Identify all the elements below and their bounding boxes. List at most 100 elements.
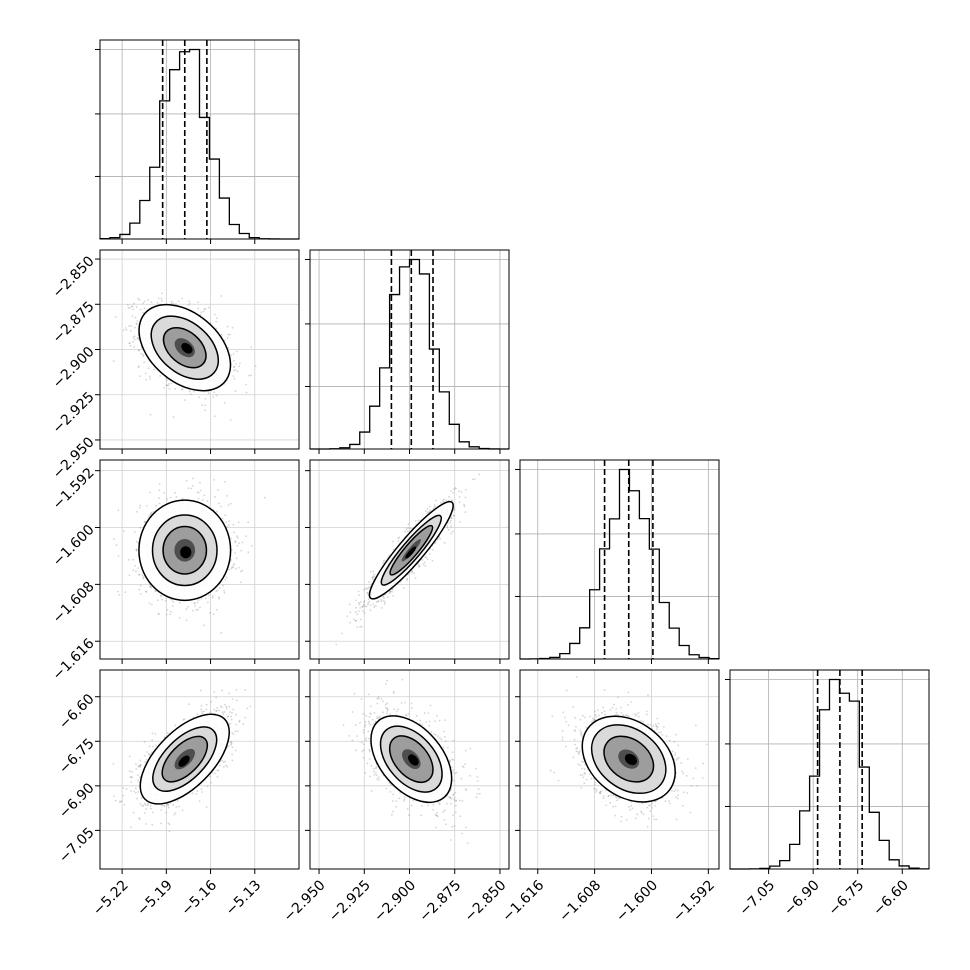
sample-point xyxy=(356,626,358,628)
sample-point xyxy=(160,595,163,598)
sample-point xyxy=(358,594,361,597)
sample-point xyxy=(225,576,228,579)
y-tick-label: −1.608 xyxy=(50,579,98,627)
sample-point xyxy=(132,336,135,339)
sample-point xyxy=(234,552,237,554)
sample-point xyxy=(358,603,361,606)
sample-point xyxy=(167,806,170,809)
sample-point xyxy=(158,502,161,505)
sample-point xyxy=(143,521,146,523)
sample-point xyxy=(187,487,190,490)
sample-point xyxy=(201,404,204,407)
sample-point xyxy=(220,295,223,297)
sample-point xyxy=(217,489,219,491)
sample-point xyxy=(452,488,455,491)
sample-point xyxy=(364,587,367,590)
histogram-panel-1 xyxy=(305,249,510,454)
sample-point xyxy=(139,308,142,311)
sample-point xyxy=(125,328,128,331)
sample-point xyxy=(383,603,386,605)
sample-point xyxy=(234,540,237,543)
sample-point xyxy=(203,494,206,497)
sample-point xyxy=(144,372,147,375)
sample-point xyxy=(236,370,239,373)
sample-point xyxy=(163,492,166,494)
sample-point xyxy=(184,399,186,402)
sample-point xyxy=(197,307,200,310)
sample-point xyxy=(128,574,131,577)
scatter-content xyxy=(112,292,257,421)
sample-point xyxy=(236,536,239,539)
sample-point xyxy=(452,492,454,494)
sample-point xyxy=(188,390,191,393)
sample-point xyxy=(167,384,170,387)
sample-point xyxy=(426,507,429,510)
sample-point xyxy=(365,605,368,608)
sample-point xyxy=(357,610,360,613)
sample-point xyxy=(233,563,236,565)
sample-point xyxy=(382,560,385,562)
sample-point xyxy=(434,499,437,502)
sample-point xyxy=(157,612,160,615)
density-peak xyxy=(181,342,193,354)
sample-point xyxy=(185,619,188,622)
sample-point xyxy=(139,504,142,507)
sample-point xyxy=(433,504,436,506)
sample-point xyxy=(362,610,364,612)
sample-point xyxy=(215,394,218,397)
sample-point xyxy=(133,338,136,341)
sample-point xyxy=(229,502,232,505)
sample-point xyxy=(442,500,444,502)
sample-point xyxy=(346,615,349,618)
sample-point xyxy=(214,313,216,316)
sample-point xyxy=(250,346,253,349)
sample-point xyxy=(368,586,370,589)
sample-point xyxy=(224,480,226,483)
sample-point xyxy=(460,491,463,493)
sample-point xyxy=(128,325,131,327)
sample-point xyxy=(225,521,227,524)
sample-point xyxy=(196,608,199,611)
sample-point xyxy=(227,504,230,507)
sample-point xyxy=(187,304,190,306)
sample-point xyxy=(218,502,221,505)
sample-point xyxy=(213,691,216,693)
sample-point xyxy=(172,302,175,305)
sample-point xyxy=(232,375,235,377)
sample-point xyxy=(228,520,230,523)
sample-point xyxy=(234,541,237,543)
sample-point xyxy=(357,590,360,593)
sample-point xyxy=(233,377,236,380)
sample-point xyxy=(185,608,188,610)
sample-point xyxy=(127,306,130,309)
sample-point xyxy=(445,499,448,502)
sample-point xyxy=(348,603,351,606)
sample-point xyxy=(170,382,173,385)
sample-point xyxy=(140,584,142,587)
sample-point xyxy=(247,521,250,524)
sample-point xyxy=(218,597,221,600)
sample-point xyxy=(235,363,237,365)
sample-point xyxy=(138,818,141,821)
sample-point xyxy=(355,599,357,602)
sample-point xyxy=(427,511,429,514)
sample-point xyxy=(223,589,225,592)
sample-point xyxy=(240,581,242,584)
sample-point xyxy=(135,510,138,513)
sample-point xyxy=(179,601,181,604)
sample-point xyxy=(192,609,195,612)
sample-point xyxy=(145,758,148,761)
panel-frame xyxy=(99,249,300,450)
sample-point xyxy=(405,528,408,530)
panel-frame xyxy=(309,249,510,450)
sample-point xyxy=(389,591,392,594)
sample-point xyxy=(221,517,224,520)
sample-point xyxy=(143,361,145,364)
sample-point xyxy=(235,350,238,353)
sample-point xyxy=(232,564,235,566)
sample-point xyxy=(145,504,148,507)
sample-point xyxy=(165,811,168,814)
sample-point xyxy=(411,570,414,573)
sample-point xyxy=(389,590,392,593)
sample-point xyxy=(359,601,362,604)
